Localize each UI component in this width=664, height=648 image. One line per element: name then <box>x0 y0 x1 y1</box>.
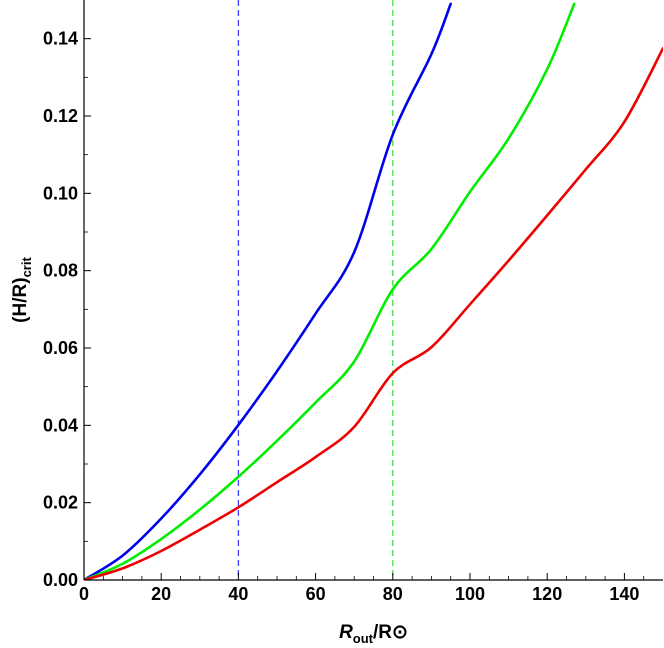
y-tick-label: 0.10 <box>43 183 78 203</box>
y-tick-label: 0.12 <box>43 106 78 126</box>
x-axis-title-main: R <box>339 622 353 643</box>
x-tick-label: 120 <box>532 584 562 604</box>
axes-layer <box>83 0 663 581</box>
y-tick-label: 0.02 <box>43 493 78 513</box>
series-line-1 <box>84 2 452 580</box>
series-line-3 <box>84 47 663 580</box>
x-tick-label: 60 <box>306 584 326 604</box>
y-axis-title-main: (H/R) <box>10 277 31 322</box>
y-tick-label: 0.14 <box>43 29 78 49</box>
x-axis-title: Rout/R⊙ <box>339 622 408 646</box>
y-ticks: 0.00 0.02 0.04 0.06 0.08 0.10 0.12 0.14 <box>43 29 91 590</box>
y-tick-label: 0.04 <box>43 415 78 435</box>
y-axis-title-sub: crit <box>19 257 34 278</box>
x-axis-title-rest: /R⊙ <box>373 622 408 643</box>
series-layer <box>84 2 663 580</box>
x-tick-label: 140 <box>609 584 639 604</box>
x-tick-label: 0 <box>79 584 89 604</box>
x-tick-label: 40 <box>228 584 248 604</box>
x-ticks: 0 20 40 60 80 100 120 140 <box>79 573 645 604</box>
y-tick-label: 0.08 <box>43 261 78 281</box>
x-axis-title-sub: out <box>353 631 374 646</box>
y-tick-label: 0.00 <box>43 570 78 590</box>
x-tick-label: 100 <box>455 584 485 604</box>
series-line-2 <box>84 2 576 580</box>
y-tick-label: 0.06 <box>43 338 78 358</box>
y-axis-title: (H/R)crit <box>10 257 34 323</box>
x-tick-label: 80 <box>383 584 403 604</box>
x-tick-label: 20 <box>151 584 171 604</box>
